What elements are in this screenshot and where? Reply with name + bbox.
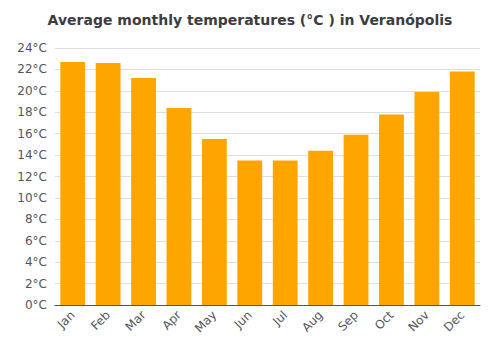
svg-text:2°C: 2°C xyxy=(25,277,47,291)
svg-text:Feb: Feb xyxy=(88,308,113,333)
svg-text:Jul: Jul xyxy=(269,308,290,329)
svg-text:Mar: Mar xyxy=(123,308,149,334)
svg-text:Apr: Apr xyxy=(159,308,184,333)
svg-text:Average monthly temperatures (: Average monthly temperatures (°C ) in Ve… xyxy=(48,12,453,28)
svg-text:6°C: 6°C xyxy=(25,234,47,248)
svg-text:16°C: 16°C xyxy=(17,127,47,141)
svg-text:18°C: 18°C xyxy=(17,105,47,119)
svg-text:Jun: Jun xyxy=(231,308,255,332)
svg-text:Sep: Sep xyxy=(335,308,361,334)
svg-text:4°C: 4°C xyxy=(25,255,47,269)
svg-text:22°C: 22°C xyxy=(17,62,47,76)
svg-text:10°C: 10°C xyxy=(17,191,47,205)
svg-text:12°C: 12°C xyxy=(17,170,47,184)
svg-text:8°C: 8°C xyxy=(25,212,47,226)
svg-text:0°C: 0°C xyxy=(25,298,47,312)
svg-text:24°C: 24°C xyxy=(17,41,47,55)
svg-text:20°C: 20°C xyxy=(17,84,47,98)
svg-text:14°C: 14°C xyxy=(17,148,47,162)
svg-text:Jan: Jan xyxy=(54,308,78,332)
svg-text:May: May xyxy=(192,308,219,335)
svg-text:Oct: Oct xyxy=(372,308,397,333)
svg-text:Aug: Aug xyxy=(299,308,325,334)
svg-text:Dec: Dec xyxy=(441,308,467,334)
svg-text:Nov: Nov xyxy=(405,308,431,334)
